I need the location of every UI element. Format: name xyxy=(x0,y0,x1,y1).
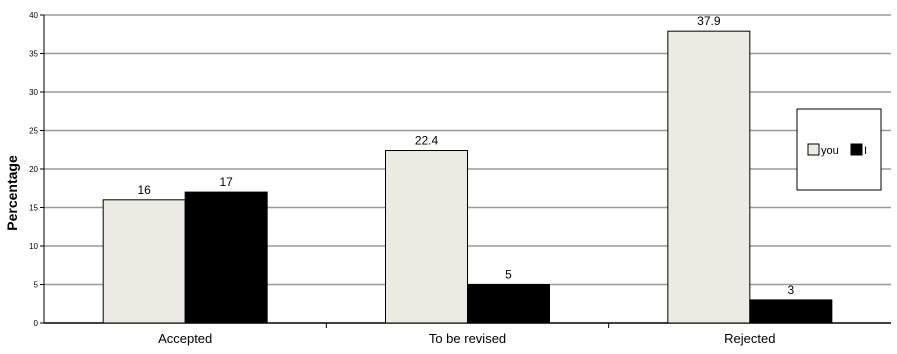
x-tick-label: To be revised xyxy=(429,331,506,346)
bar-i-to-be-revised xyxy=(467,284,550,324)
legend-label-i: I xyxy=(864,145,867,157)
bar-you-rejected xyxy=(667,30,751,324)
y-tick-label: 20 xyxy=(29,165,38,174)
legend-label-you: you xyxy=(821,145,839,157)
y-tick-label: 30 xyxy=(29,88,38,97)
data-label: 37.9 xyxy=(697,14,721,28)
bar-you-accepted xyxy=(102,199,186,324)
y-tick-label: 40 xyxy=(29,11,38,20)
legend-swatch-you xyxy=(807,143,820,156)
x-tick-label: Accepted xyxy=(158,331,212,346)
y-tick-label: 10 xyxy=(29,242,38,251)
data-label: 17 xyxy=(219,175,233,189)
y-tick-label: 5 xyxy=(34,281,39,290)
y-tick-label: 25 xyxy=(29,127,38,136)
data-label: 16 xyxy=(137,183,151,197)
y-axis-label: Percentage xyxy=(4,155,20,231)
y-tick-label: 15 xyxy=(29,204,38,213)
bar-you-to-be-revised xyxy=(385,150,468,324)
data-label: 5 xyxy=(505,268,512,282)
bar-i-rejected xyxy=(749,299,833,324)
data-label: 22.4 xyxy=(415,134,439,148)
data-label: 3 xyxy=(787,283,794,297)
legend: you I xyxy=(796,108,882,191)
bar-i-accepted xyxy=(184,191,268,324)
bars xyxy=(102,30,833,324)
data-labels: 16 17 22.4 5 37.9 3 xyxy=(137,14,794,297)
x-tick-label: Rejected xyxy=(724,331,775,346)
y-tick-label: 35 xyxy=(29,50,38,59)
y-tick-label: 0 xyxy=(34,319,39,328)
legend-swatch-i xyxy=(850,143,863,156)
